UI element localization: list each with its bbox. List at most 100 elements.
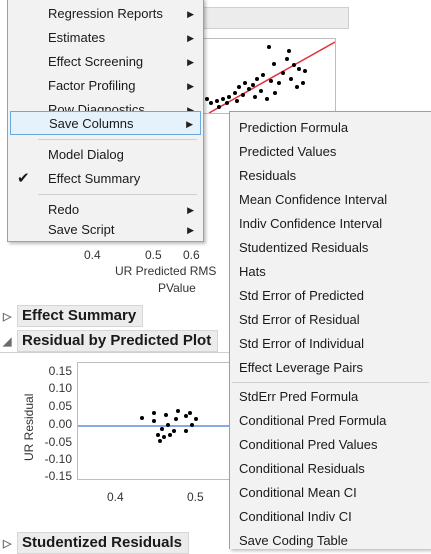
actual-by-predicted-svg [205,41,336,114]
menu-item-label: Save Columns [49,116,134,131]
submenu-item-conditional-residuals[interactable]: Conditional Residuals [230,457,431,481]
actual-by-predicted-plot [198,38,336,114]
submenu-item-prediction-formula[interactable]: Prediction Formula [230,116,431,140]
menu-item-label: StdErr Pred Formula [239,389,359,404]
menu-item-label: Conditional Residuals [239,461,365,476]
menu-item-label: Regression Reports [48,6,163,21]
menu-item-label: Conditional Pred Formula [239,413,387,428]
submenu-item-save-coding-table[interactable]: Save Coding Table [230,529,431,553]
y-tick: -0.10 [44,452,72,466]
menu-item-label: Indiv Confidence Interval [239,216,383,231]
menu-item-estimates[interactable]: Estimates ▶ [8,26,203,50]
menu-item-label: Std Error of Residual [239,312,360,327]
residual-points [140,409,198,443]
menu-item-label: Std Error of Predicted [239,288,364,303]
actual-points [205,45,307,109]
disclosure-open-icon[interactable]: ◢ [3,335,12,348]
residual-plot [77,362,237,480]
menu-item-label: Model Dialog [48,147,124,162]
menu-item-label: Save Coding Table [239,533,348,548]
submenu-item-effect-leverage-pairs[interactable]: Effect Leverage Pairs [230,356,431,380]
x-tick: 0.6 [183,248,200,262]
residual-by-predicted-title: Residual by Predicted Plot [17,330,219,352]
menu-item-label: Conditional Indiv CI [239,509,352,524]
menu-item-effect-screening[interactable]: Effect Screening ▶ [8,50,203,74]
submenu-arrow-icon: ▶ [187,205,194,215]
submenu-arrow-icon: ▶ [186,119,193,129]
report-title-bar [195,7,349,29]
submenu-item-hats[interactable]: Hats [230,260,431,284]
disclosure-closed-icon[interactable]: ▷ [3,537,12,550]
studentized-residuals-title: Studentized Residuals [17,532,190,554]
menu-item-label: Studentized Residuals [239,240,369,255]
x-tick: 0.4 [84,248,101,262]
submenu-item-predicted-values[interactable]: Predicted Values [230,140,431,164]
submenu-item-std-error-of-individual[interactable]: Std Error of Individual [230,332,431,356]
y-tick: 0.15 [48,364,72,378]
studentized-residuals-header[interactable]: ▷ Studentized Residuals [3,532,190,554]
y-tick: 0.00 [48,417,72,431]
menu-item-label: Factor Profiling [48,78,136,93]
submenu-arrow-icon: ▶ [187,81,194,91]
checkmark-icon: ✔ [17,170,30,187]
menu-item-factor-profiling[interactable]: Factor Profiling ▶ [8,74,203,98]
y-tick: -0.15 [44,469,72,483]
fit-line [208,41,336,114]
menu-item-label: Effect Summary [48,171,141,186]
disclosure-closed-icon[interactable]: ▷ [3,310,12,323]
residual-by-predicted-header[interactable]: ◢ Residual by Predicted Plot [3,330,219,352]
menu-item-label: Estimates [48,30,106,45]
x-tick: 0.5 [145,248,162,262]
effect-summary-title: Effect Summary [17,305,144,327]
menu-separator [38,139,197,140]
x-tick: 0.5 [187,490,204,504]
x-tick: 0.4 [107,490,124,504]
menu-item-label: Predicted Values [239,144,337,159]
y-tick: -0.05 [44,435,72,449]
y-tick: 0.05 [48,399,72,413]
menu-item-label: Std Error of Individual [239,336,365,351]
menu-item-model-dialog[interactable]: Model Dialog [8,143,203,167]
submenu-arrow-icon: ▶ [187,57,194,67]
menu-item-redo[interactable]: Redo ▶ [8,198,203,222]
menu-item-regression-reports[interactable]: Regression Reports ▶ [8,2,203,26]
submenu-item-conditional-pred-values[interactable]: Conditional Pred Values [230,433,431,457]
menu-item-save-columns[interactable]: Save Columns ▶ [10,111,201,135]
residual-plot-svg [78,409,236,443]
menu-item-label: Residuals [239,168,297,183]
submenu-item-conditional-mean-ci[interactable]: Conditional Mean CI [230,481,431,505]
submenu-item-std-error-of-predicted[interactable]: Std Error of Predicted [230,284,431,308]
save-columns-submenu: Prediction Formula Predicted Values Resi… [229,111,431,549]
red-triangle-menu: Regression Reports ▶ Estimates ▶ Effect … [7,0,204,242]
menu-item-label: Redo [48,202,80,217]
menu-item-label: Mean Confidence Interval [239,192,388,207]
submenu-arrow-icon: ▶ [187,105,194,115]
effect-summary-header[interactable]: ▷ Effect Summary [3,305,144,327]
menu-item-label: Save Script [48,222,115,237]
y-tick: 0.10 [48,381,72,395]
submenu-item-stderr-pred-formula[interactable]: StdErr Pred Formula [230,385,431,409]
submenu-item-std-error-of-residual[interactable]: Std Error of Residual [230,308,431,332]
submenu-arrow-icon: ▶ [187,33,194,43]
menu-item-label: Effect Leverage Pairs [239,360,364,375]
menu-item-label: Conditional Mean CI [239,485,357,500]
menu-item-label: Hats [239,264,266,279]
menu-item-label: Conditional Pred Values [239,437,378,452]
submenu-item-conditional-indiv-ci[interactable]: Conditional Indiv CI [230,505,431,529]
submenu-item-studentized-residuals[interactable]: Studentized Residuals [230,236,431,260]
menu-separator [232,382,429,383]
menu-separator [38,194,197,195]
menu-item-label: Prediction Formula [239,120,349,135]
pvalue-label: PValue [158,281,196,295]
submenu-item-residuals[interactable]: Residuals [230,164,431,188]
section-divider [0,352,229,353]
submenu-item-conditional-pred-formula[interactable]: Conditional Pred Formula [230,409,431,433]
menu-item-save-script[interactable]: Save Script ▶ [8,218,203,242]
submenu-item-indiv-confidence-interval[interactable]: Indiv Confidence Interval [230,212,431,236]
menu-item-label: Effect Screening [48,54,144,69]
submenu-arrow-icon: ▶ [187,225,194,235]
submenu-arrow-icon: ▶ [187,9,194,19]
submenu-item-mean-confidence-interval[interactable]: Mean Confidence Interval [230,188,431,212]
menu-item-effect-summary[interactable]: ✔ Effect Summary [8,167,203,191]
x-axis-label: UR Predicted RMS [115,264,217,278]
